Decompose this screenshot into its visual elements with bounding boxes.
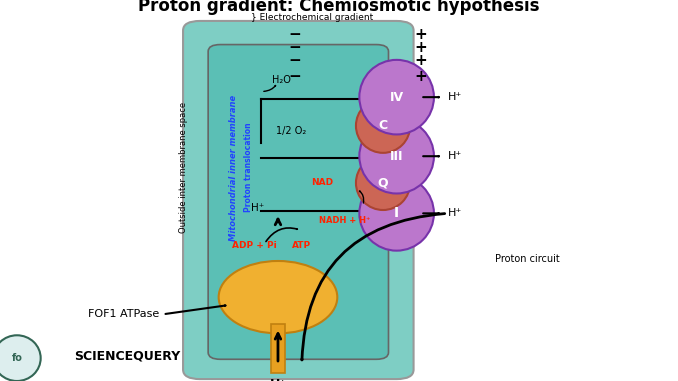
Text: NAD: NAD: [311, 178, 333, 187]
Ellipse shape: [359, 119, 434, 194]
Text: +: +: [414, 27, 426, 42]
Text: H₂O: H₂O: [272, 75, 291, 85]
FancyBboxPatch shape: [208, 45, 388, 359]
Ellipse shape: [218, 261, 337, 333]
Text: +: +: [414, 40, 426, 55]
Text: SCIENCEQUERY: SCIENCEQUERY: [75, 350, 181, 363]
Text: Outside inter membrane space: Outside inter membrane space: [178, 102, 188, 233]
Text: NADH + H⁺: NADH + H⁺: [319, 216, 370, 226]
Text: ATP: ATP: [292, 241, 311, 250]
Text: 1/2 O₂: 1/2 O₂: [277, 126, 306, 136]
Text: +: +: [414, 69, 426, 84]
Text: −: −: [289, 69, 301, 84]
Text: Q: Q: [378, 176, 388, 189]
FancyBboxPatch shape: [271, 324, 285, 373]
Text: −: −: [289, 27, 301, 42]
FancyArrowPatch shape: [423, 156, 439, 157]
Text: H⁺: H⁺: [447, 208, 462, 218]
FancyArrowPatch shape: [165, 305, 226, 314]
Text: } Electrochemical gradient: } Electrochemical gradient: [251, 13, 373, 22]
FancyArrowPatch shape: [423, 213, 439, 214]
Ellipse shape: [356, 99, 410, 153]
Text: H⁺: H⁺: [447, 92, 462, 102]
Text: −: −: [289, 40, 301, 55]
Text: I: I: [394, 207, 399, 220]
Text: Mitochondrial inner membrane: Mitochondrial inner membrane: [229, 94, 239, 241]
Text: Proton translocation: Proton translocation: [243, 123, 253, 213]
Ellipse shape: [0, 335, 41, 381]
Text: Proton circuit: Proton circuit: [495, 254, 560, 264]
FancyBboxPatch shape: [183, 21, 414, 379]
Text: FOF1 ATPase: FOF1 ATPase: [88, 309, 159, 319]
Text: ADP + Pi: ADP + Pi: [232, 241, 277, 250]
Text: +: +: [414, 53, 426, 69]
Text: H⁺: H⁺: [251, 203, 264, 213]
Ellipse shape: [359, 60, 434, 134]
Ellipse shape: [356, 156, 410, 210]
FancyArrowPatch shape: [266, 228, 297, 242]
Text: III: III: [390, 150, 403, 163]
Text: Proton gradient: Chemiosmotic hypothesis: Proton gradient: Chemiosmotic hypothesis: [138, 0, 540, 15]
FancyArrowPatch shape: [423, 97, 439, 98]
FancyArrowPatch shape: [264, 85, 275, 91]
FancyArrowPatch shape: [302, 214, 445, 360]
FancyArrowPatch shape: [359, 191, 363, 203]
Text: C: C: [378, 119, 388, 132]
Ellipse shape: [359, 176, 434, 251]
Text: IV: IV: [390, 91, 403, 104]
Text: fo: fo: [12, 353, 22, 363]
Text: −: −: [289, 53, 301, 69]
Text: H⁺: H⁺: [269, 378, 287, 381]
Text: H⁺: H⁺: [447, 151, 462, 161]
